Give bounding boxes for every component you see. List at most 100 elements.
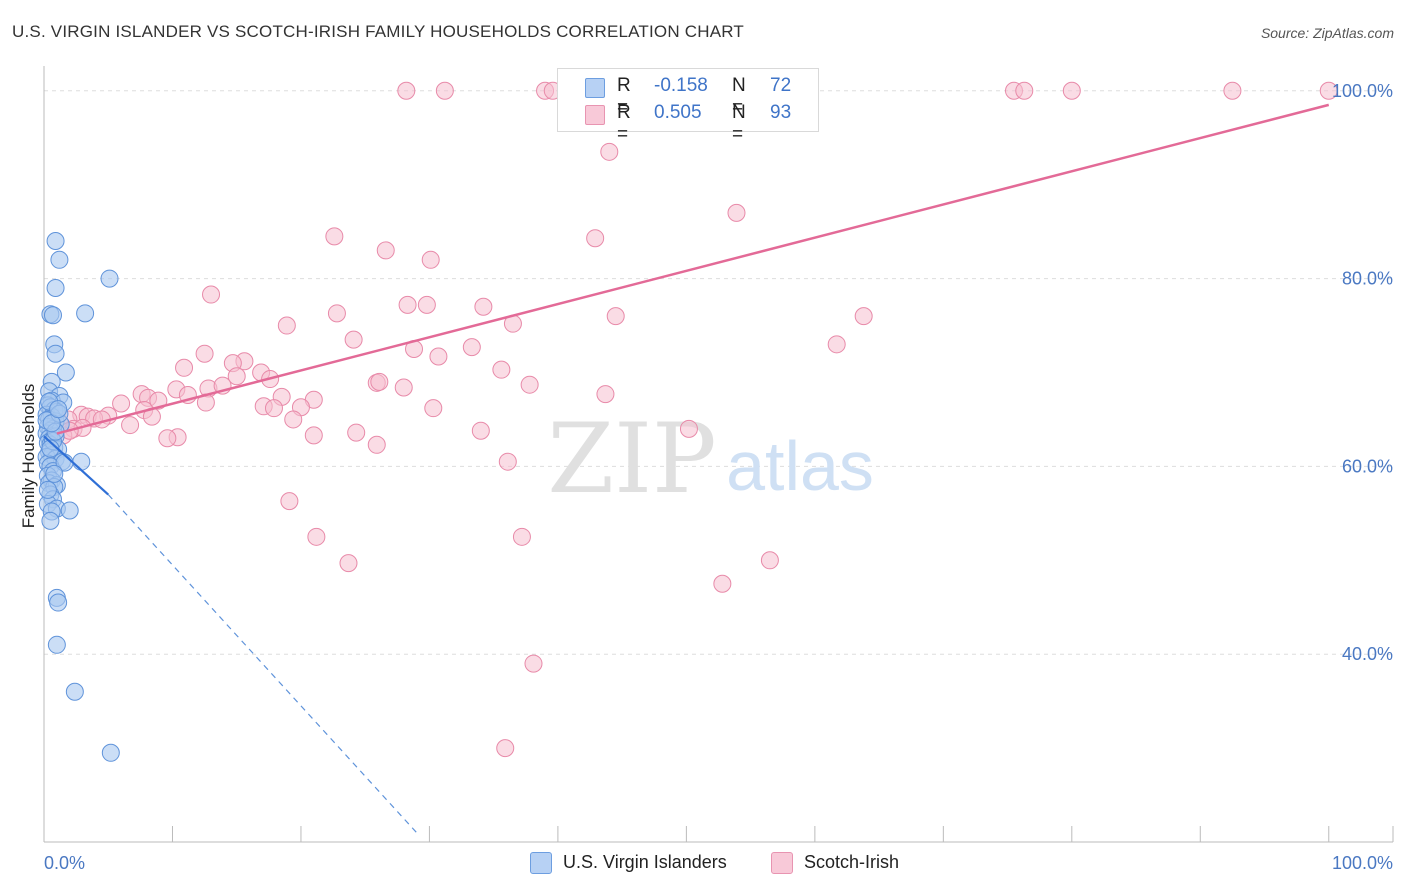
y-axis-title: Family Households — [19, 384, 38, 529]
data-point-scotch-irish — [307, 527, 326, 546]
data-point-scotch-irish — [398, 295, 417, 314]
data-point-scotch-irish — [397, 81, 416, 100]
data-point-scotch-irish — [760, 551, 779, 570]
data-point-scotch-irish — [596, 385, 615, 404]
x-tick-label: 100.0% — [1332, 853, 1393, 873]
data-point-scotch-irish — [727, 203, 746, 222]
data-point-scotch-irish — [347, 423, 366, 442]
trend-line-scotch-irish — [56, 103, 1330, 435]
data-point-virgin-islanders — [47, 635, 66, 654]
watermark-zip: ZIP — [547, 403, 716, 515]
data-point-scotch-irish — [498, 452, 517, 471]
data-point-scotch-irish — [421, 250, 440, 269]
data-point-scotch-irish — [474, 297, 493, 316]
stats-legend: R = -0.158 N = 72 R = 0.505 N = 93 — [557, 68, 819, 145]
legend-r-label: R = — [617, 102, 631, 145]
data-point-scotch-irish — [424, 399, 443, 418]
data-point-scotch-irish — [1319, 81, 1338, 100]
data-point-scotch-irish — [367, 435, 386, 454]
data-point-scotch-irish — [496, 739, 515, 758]
data-point-scotch-irish — [1015, 81, 1034, 100]
data-point-scotch-irish — [462, 338, 481, 357]
bottom-legend-swatch-pink — [771, 852, 793, 874]
legend-n-value: 72 — [770, 75, 792, 96]
x-tick-label: 0.0% — [44, 853, 85, 873]
data-point-scotch-irish — [280, 492, 299, 511]
data-point-scotch-irish — [195, 344, 214, 363]
legend-swatch-blue — [585, 78, 605, 98]
data-point-scotch-irish — [429, 347, 448, 366]
data-point-scotch-irish — [325, 227, 344, 246]
y-tick-label: 60.0% — [1342, 456, 1393, 476]
data-point-scotch-irish — [339, 554, 358, 573]
data-point-virgin-islanders — [46, 278, 65, 297]
data-point-scotch-irish — [112, 394, 131, 413]
data-point-scotch-irish — [827, 335, 846, 354]
data-point-scotch-irish — [586, 229, 605, 248]
data-point-virgin-islanders — [43, 306, 62, 325]
data-point-scotch-irish — [327, 304, 346, 323]
data-point-virgin-islanders — [72, 452, 91, 471]
series-scotch-irish — [50, 81, 1338, 758]
data-point-virgin-islanders — [49, 400, 68, 419]
watermark-atlas: atlas — [726, 427, 874, 505]
trend-line-virgin-islanders — [43, 435, 109, 496]
data-point-virgin-islanders — [46, 344, 65, 363]
data-point-scotch-irish — [492, 360, 511, 379]
data-point-scotch-irish — [121, 416, 140, 435]
legend-r-value: 0.505 — [654, 102, 702, 123]
data-point-scotch-irish — [600, 142, 619, 161]
data-point-scotch-irish — [149, 391, 168, 410]
data-point-scotch-irish — [158, 429, 177, 448]
legend-r-value: -0.158 — [654, 75, 708, 96]
data-point-scotch-irish — [1223, 81, 1242, 100]
trend-lines — [43, 103, 1330, 834]
data-point-scotch-irish — [264, 399, 283, 418]
data-point-scotch-irish — [304, 426, 323, 445]
data-point-virgin-islanders — [49, 593, 68, 612]
data-point-scotch-irish — [227, 367, 246, 386]
data-point-scotch-irish — [376, 241, 395, 260]
data-point-scotch-irish — [854, 307, 873, 326]
data-point-virgin-islanders — [65, 682, 84, 701]
data-point-scotch-irish — [435, 81, 454, 100]
legend-swatch-pink — [585, 105, 605, 125]
data-point-virgin-islanders — [60, 501, 79, 520]
chart-title: U.S. VIRGIN ISLANDER VS SCOTCH-IRISH FAM… — [12, 22, 744, 41]
trend-extension-virgin-islanders — [107, 494, 418, 834]
data-point-scotch-irish — [524, 654, 543, 673]
data-point-scotch-irish — [417, 295, 436, 314]
data-point-scotch-irish — [713, 574, 732, 593]
data-point-scotch-irish — [394, 378, 413, 397]
data-point-scotch-irish — [606, 307, 625, 326]
y-tick-label: 40.0% — [1342, 644, 1393, 664]
legend-r-label: R = — [617, 75, 631, 118]
data-point-scotch-irish — [471, 421, 490, 440]
series-virgin-islanders — [37, 232, 120, 762]
data-point-virgin-islanders — [50, 250, 69, 269]
data-point-scotch-irish — [512, 527, 531, 546]
y-tick-label: 80.0% — [1342, 269, 1393, 289]
legend-n-value: 93 — [770, 102, 792, 123]
data-point-virgin-islanders — [38, 480, 57, 499]
data-point-scotch-irish — [679, 419, 698, 438]
bottom-legend-label: U.S. Virgin Islanders — [563, 852, 727, 872]
legend-n-label: N = — [732, 102, 746, 145]
data-point-virgin-islanders — [41, 511, 60, 530]
grid-lines — [44, 90, 1393, 655]
bottom-legend-label: Scotch-Irish — [804, 852, 900, 872]
data-point-scotch-irish — [520, 375, 539, 394]
data-point-scotch-irish — [284, 410, 303, 429]
data-point-scotch-irish — [1062, 81, 1081, 100]
data-point-virgin-islanders — [45, 464, 64, 483]
bottom-legend-swatch-blue — [530, 852, 552, 874]
chart-source: Source: ZipAtlas.com — [1260, 25, 1394, 41]
data-point-virgin-islanders — [46, 232, 65, 251]
y-tick-label: 100.0% — [1332, 81, 1393, 101]
data-point-scotch-irish — [202, 285, 221, 304]
watermark: ZIP atlas — [547, 403, 874, 515]
data-point-scotch-irish — [175, 358, 194, 377]
data-point-virgin-islanders — [76, 304, 95, 323]
data-point-scotch-irish — [370, 372, 389, 391]
